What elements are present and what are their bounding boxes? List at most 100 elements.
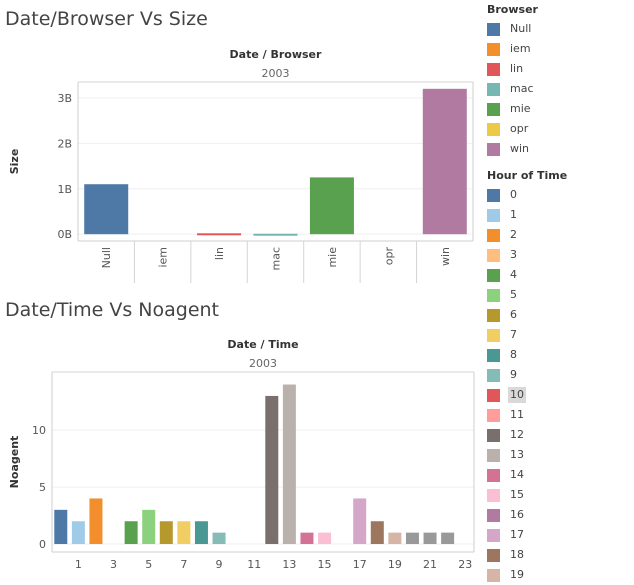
chart2-x-tick-label: 21: [423, 558, 437, 571]
legend-hour-item-13[interactable]: 13: [487, 445, 634, 465]
legend-hour-swatch: [487, 508, 500, 522]
chart1-bar-Null: [84, 184, 129, 235]
legend-hour-swatch: [487, 248, 500, 262]
legend-hour-swatch: [487, 268, 500, 282]
chart2-x-tick-label: 17: [353, 558, 367, 571]
legend-hour-swatch: [487, 568, 500, 582]
legend-hour-item-15[interactable]: 15: [487, 485, 634, 505]
legend-hour-item-label: 6: [510, 308, 517, 321]
legend-browser-items: Null iem lin mac mie opr win: [487, 19, 634, 159]
legend-hour-item-17[interactable]: 17: [487, 525, 634, 545]
legend-hour-item-7[interactable]: 7: [487, 325, 634, 345]
legend-browser-item-mac[interactable]: mac: [487, 79, 634, 99]
legend-hour-item-6[interactable]: 6: [487, 305, 634, 325]
legend-hour: Hour of Time 0 1 2 3 4 5 6 7 8 9 10 11 12 13 14 15 16 17 1…: [487, 169, 634, 585]
chart2-x-tick-label: 9: [216, 558, 223, 571]
legend-browser-swatch: [487, 82, 500, 96]
legend-hour-item-label: 12: [510, 428, 524, 441]
legend-browser-item-opr[interactable]: opr: [487, 119, 634, 139]
chart2-x-tick-label: 11: [247, 558, 261, 571]
chart1-y-tick-label: 2B: [57, 137, 72, 150]
chart2-bar-18: [370, 521, 384, 545]
chart2-bar-13: [282, 384, 296, 545]
legend-browser-item-label: iem: [510, 42, 531, 55]
legend-browser-item-mie[interactable]: mie: [487, 99, 634, 119]
legend-hour-item-12[interactable]: 12: [487, 425, 634, 445]
legend-hour-item-5[interactable]: 5: [487, 285, 634, 305]
chart1-x-tick-label: mie: [326, 247, 339, 268]
legend-browser-item-win[interactable]: win: [487, 139, 634, 159]
chart1-bar-win: [422, 88, 467, 235]
legend-hour-item-label: 17: [510, 528, 524, 541]
legend-hour-item-label: 2: [510, 228, 517, 241]
chart2-bar-4: [124, 521, 138, 545]
chart2-bar-22: [441, 532, 455, 545]
legend-browser-item-label: Null: [510, 22, 532, 35]
legend-browser-item-lin[interactable]: lin: [487, 59, 634, 79]
chart1-bar-mac: [253, 233, 298, 236]
chart1-y-tick-label: 0B: [57, 228, 72, 241]
legend-hour-item-label: 9: [510, 368, 517, 381]
legend-browser-item-label: win: [510, 142, 530, 155]
legend-hour-item-label: 16: [510, 508, 524, 521]
legend-hour-item-0[interactable]: 0: [487, 185, 634, 205]
legend-browser-item-label: lin: [510, 62, 524, 75]
legend-hour-item-19[interactable]: 19: [487, 565, 634, 585]
legend-hour-swatch: [487, 208, 500, 222]
legend-hour-item-label: 0: [510, 188, 517, 201]
legend-hour-item-18[interactable]: 18: [487, 545, 634, 565]
legend-hour-item-11[interactable]: 11: [487, 405, 634, 425]
chart2-bar-6: [159, 521, 173, 545]
legend-hour-swatch: [487, 228, 500, 242]
chart1-y-tick-label: 3B: [57, 92, 72, 105]
legend-hour-item-16[interactable]: 16: [487, 505, 634, 525]
chart2-x-tick-label: 15: [318, 558, 332, 571]
legend-hour-item-label: 3: [510, 248, 517, 261]
legend-hour-item-9[interactable]: 9: [487, 365, 634, 385]
legend-browser-item-Null[interactable]: Null: [487, 19, 634, 39]
legend-hour-items: 0 1 2 3 4 5 6 7 8 9 10 11 12 13 14 15 16 17 18 19: [487, 185, 634, 585]
chart2-bar-14: [300, 532, 314, 545]
legend-hour-item-2[interactable]: 2: [487, 225, 634, 245]
chart2-x-tick-label: 19: [388, 558, 402, 571]
legend-hour-item-4[interactable]: 4: [487, 265, 634, 285]
chart1-y-axis-title: Size: [8, 149, 21, 175]
legend-browser-swatch: [487, 122, 500, 136]
chart1-x-tick-label: mac: [270, 247, 283, 271]
chart2-bar-9: [212, 532, 226, 545]
legend-browser: Browser Null iem lin mac mie opr win: [487, 3, 634, 159]
chart1-header: Date / Browser: [230, 48, 322, 61]
chart1-x-tick-label: win: [439, 247, 452, 266]
legend-hour-swatch: [487, 308, 500, 322]
legend-hour-item-label: 11: [510, 408, 524, 421]
chart2-bar-2: [89, 498, 103, 545]
chart2-x-tick-label: 1: [75, 558, 82, 571]
legend-hour-item-label: 1: [510, 208, 517, 221]
legend-hour-item-14[interactable]: 14: [487, 465, 634, 485]
chart2-x-tick-label: 3: [110, 558, 117, 571]
legend-hour-item-10[interactable]: 10: [487, 385, 634, 405]
legend-hour-item-3[interactable]: 3: [487, 245, 634, 265]
chart2-bar-15: [318, 532, 332, 545]
legend-browser-item-label: opr: [510, 122, 529, 135]
legend-hour-item-1[interactable]: 1: [487, 205, 634, 225]
legend-hour-item-8[interactable]: 8: [487, 345, 634, 365]
chart1-y-tick-label: 1B: [57, 183, 72, 196]
legend-hour-swatch: [487, 188, 500, 202]
chart2-y-axis-title: Noagent: [8, 436, 21, 489]
chart2-header: Date / Time: [227, 338, 298, 351]
legend-hour-swatch: [487, 408, 500, 422]
legend-hour-swatch: [487, 428, 500, 442]
legend-hour-swatch: [487, 348, 500, 362]
legend-browser-item-iem[interactable]: iem: [487, 39, 634, 59]
legend-hour-item-label: 10: [508, 387, 526, 403]
chart-title-browser-size: Date/Browser Vs Size: [5, 8, 208, 30]
legend-hour-item-label: 5: [510, 288, 517, 301]
chart2-y-tick-label: 0: [39, 538, 46, 551]
legend-hour-item-label: 4: [510, 268, 517, 281]
legend-hour-item-label: 19: [510, 568, 524, 581]
chart2-x-tick-label: 23: [458, 558, 472, 571]
legend-hour-item-label: 18: [510, 548, 524, 561]
chart2-group-label: 2003: [249, 357, 277, 370]
chart1-group-label: 2003: [262, 67, 290, 80]
